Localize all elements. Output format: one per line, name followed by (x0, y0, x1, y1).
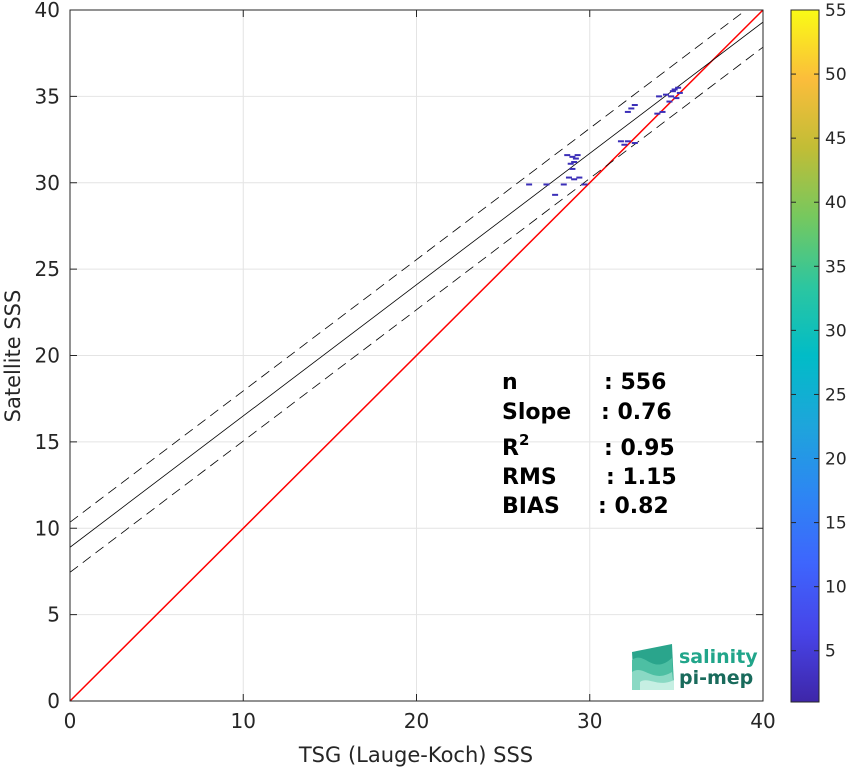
y-tick-label: 25 (35, 257, 60, 281)
scatter-point (574, 154, 581, 157)
scatter-point (656, 95, 663, 98)
x-tick-label: 10 (231, 709, 256, 733)
scatter-point (631, 104, 638, 107)
colorbar-tick-label: 25 (825, 385, 847, 405)
scatter-point (526, 183, 533, 186)
y-tick-label: 10 (35, 516, 60, 540)
reference-lines (70, 10, 763, 701)
x-tick-label: 20 (404, 709, 429, 733)
scatter-point (617, 140, 624, 143)
scatter-point (552, 193, 559, 196)
stat-value: : 556 (604, 370, 666, 395)
stat-label: Slope (502, 400, 571, 425)
scatter-point (576, 176, 583, 179)
stat-value: : 0.82 (598, 494, 669, 519)
y-axis-label: Satellite SSS (1, 290, 25, 423)
stat-label: RMS (502, 465, 557, 490)
stat-label: BIAS (502, 494, 560, 519)
scatter-point (631, 142, 638, 145)
scatter-point (668, 95, 675, 98)
colorbar-tick-label: 50 (825, 65, 847, 85)
scatter-point (581, 183, 588, 186)
stat-value: : 0.76 (601, 400, 672, 425)
stat-value: : 1.15 (606, 465, 677, 490)
stat-label: n (502, 370, 518, 395)
x-tick-label: 30 (577, 709, 602, 733)
colorbar-tick-label: 30 (825, 321, 847, 341)
y-tick-label: 0 (47, 689, 60, 713)
scatter-point (628, 107, 635, 110)
x-tick-label: 0 (64, 709, 77, 733)
colorbar-tick-label: 5 (825, 642, 836, 662)
scatter-point (675, 86, 682, 89)
scatter-point (571, 161, 578, 164)
colorbar-tick-label: 10 (825, 578, 847, 598)
logo-waves-icon (632, 644, 674, 690)
colorbar (790, 9, 820, 703)
lower-confidence-line (70, 46, 763, 573)
scatter-point (567, 162, 574, 165)
scatter-point (669, 90, 676, 93)
colorbar-tick-label: 35 (825, 257, 847, 277)
y-tick-label: 5 (47, 603, 60, 627)
scatter-point (565, 176, 572, 179)
x-axis-label: TSG (Lauge-Koch) SSS (298, 743, 533, 767)
scatter-point (564, 154, 571, 157)
scatter-point (624, 140, 631, 143)
x-ticks: 0 10 20 30 40 (64, 10, 776, 733)
scatter-point (624, 110, 631, 113)
scatter-point (569, 155, 576, 158)
colorbar-tick-label: 15 (825, 514, 847, 534)
y-tick-label: 20 (35, 344, 60, 368)
colorbar-tick-label: 45 (825, 129, 847, 149)
colorbar-tick-label: 40 (825, 193, 847, 213)
scatter-point (572, 157, 579, 160)
scatter-point (659, 110, 666, 113)
scatter-point (666, 100, 673, 103)
logo-line1: salinity (679, 646, 758, 668)
scatter-point (569, 167, 576, 170)
scatter-points (526, 86, 683, 196)
scatter-point (560, 183, 567, 186)
regression-line (70, 21, 763, 548)
y-tick-label: 40 (35, 0, 60, 22)
y-tick-label: 35 (35, 84, 60, 108)
identity-line (70, 10, 763, 701)
colorbar-tick-label: 55 (825, 1, 847, 21)
scatter-point (571, 178, 578, 181)
scatter-point (654, 112, 661, 115)
colorbar-tick-label: 20 (825, 450, 847, 470)
scatter-point (673, 97, 680, 100)
scatter-point (662, 93, 669, 96)
y-tick-label: 30 (35, 171, 60, 195)
upper-confidence-line (70, 10, 747, 523)
salinity-pi-mep-logo: salinity pi-mep (632, 644, 758, 690)
scatter-point (621, 143, 628, 146)
colorbar-ticks: 5 10 15 20 25 30 35 40 45 50 55 (791, 1, 847, 662)
scatter-point (676, 91, 683, 94)
stat-value: : 0.95 (604, 436, 675, 461)
logo-line2: pi-mep (679, 667, 753, 689)
x-tick-label: 40 (750, 709, 775, 733)
scatter-point (543, 183, 550, 186)
scatter-point (671, 88, 678, 91)
y-tick-label: 15 (35, 430, 60, 454)
y-ticks: 0 5 10 15 20 25 30 35 40 (35, 0, 763, 713)
